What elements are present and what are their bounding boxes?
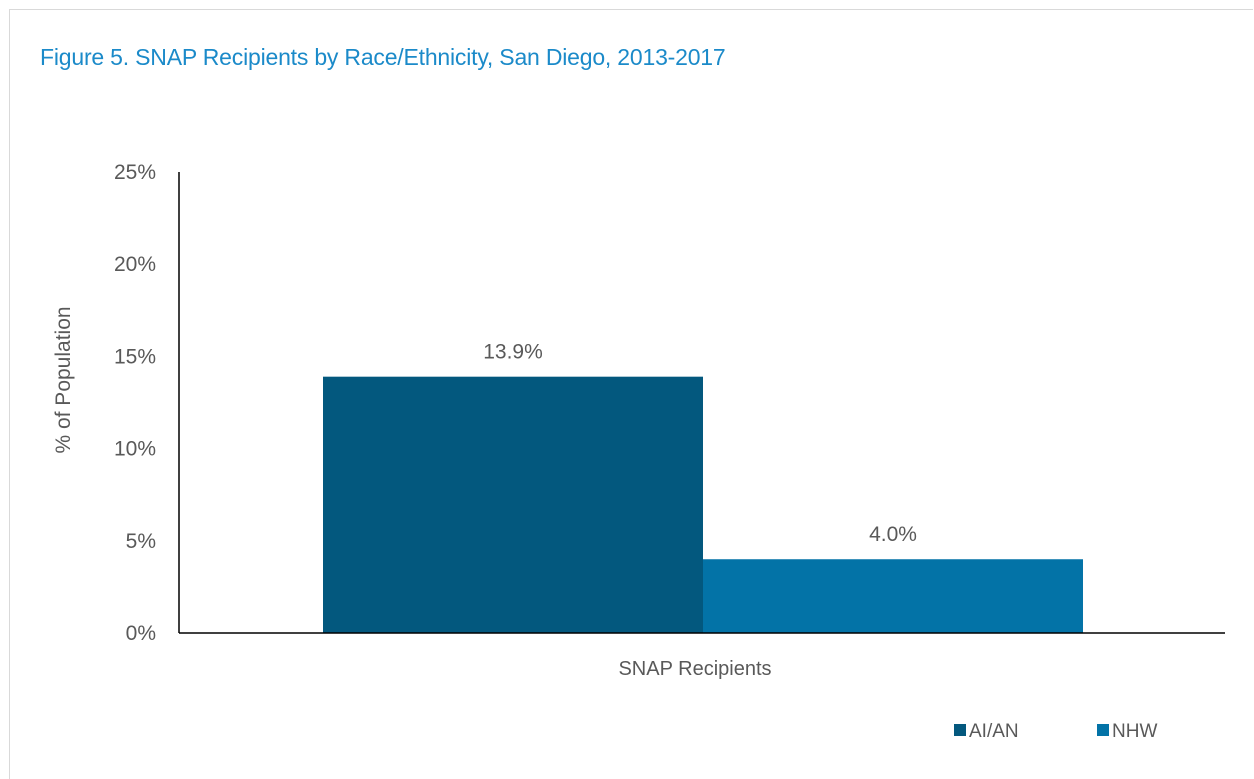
y-tick-label: 5% xyxy=(126,530,156,553)
y-axis-ticks: 0% 5% 10% 15% 20% 25% xyxy=(114,161,156,645)
chart-title: Figure 5. SNAP Recipients by Race/Ethnic… xyxy=(40,44,726,70)
data-label: 13.9% xyxy=(483,341,543,364)
data-labels: 13.9% 4.0% xyxy=(483,341,917,547)
bar-ai-an xyxy=(323,376,703,633)
y-tick-label: 25% xyxy=(114,161,156,184)
bars xyxy=(323,376,1083,633)
y-tick-label: 20% xyxy=(114,253,156,276)
y-tick-label: 15% xyxy=(114,345,156,368)
legend-swatch xyxy=(1097,724,1109,736)
x-category-label: SNAP Recipients xyxy=(618,658,771,680)
legend-label: AI/AN xyxy=(969,721,1019,742)
y-tick-label: 0% xyxy=(126,622,156,645)
data-label: 4.0% xyxy=(869,523,917,546)
legend-label: NHW xyxy=(1112,721,1157,742)
legend: AI/AN NHW xyxy=(954,721,1157,742)
bar-nhw xyxy=(703,559,1083,633)
y-axis-label: % of Population xyxy=(52,306,75,453)
legend-swatch xyxy=(954,724,966,736)
y-tick-label: 10% xyxy=(114,438,156,461)
